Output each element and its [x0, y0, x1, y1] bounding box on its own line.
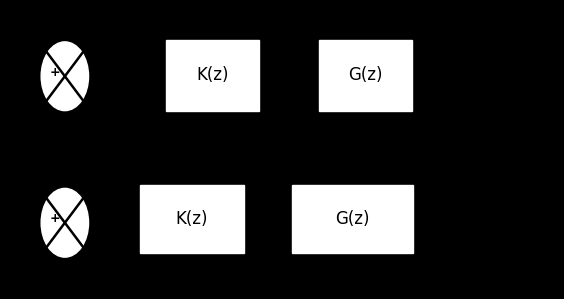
Bar	[292, 185, 413, 253]
Text: G(z): G(z)	[348, 66, 382, 85]
Text: K(z): K(z)	[197, 66, 229, 85]
Ellipse shape	[41, 188, 89, 257]
Text: +: +	[50, 65, 60, 79]
Ellipse shape	[41, 42, 89, 111]
Text: K(z): K(z)	[176, 210, 208, 228]
Text: +: +	[50, 212, 60, 225]
Bar	[319, 40, 412, 111]
Bar	[166, 40, 259, 111]
Bar	[140, 185, 244, 253]
Text: G(z): G(z)	[336, 210, 370, 228]
